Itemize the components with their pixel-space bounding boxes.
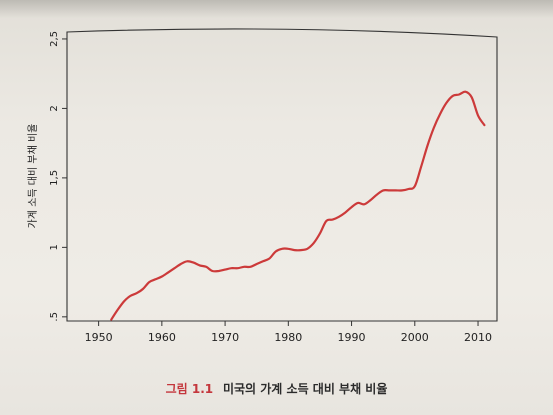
y-axis-label: 가계 소득 대비 부채 비율 [27,124,39,229]
series-line [110,90,486,321]
x-tick-label: 1950 [85,331,113,344]
y-tick-label: 1,5 [49,170,60,186]
x-tick-label: 2010 [464,331,492,344]
x-tick-label: 1970 [211,331,239,344]
y-tick-label: 1 [49,244,60,250]
figure-caption: 그림 1.1 미국의 가계 소득 대비 부채 비율 [0,380,553,397]
y-axis: .5 1 1,5 2 2,5 [49,31,67,322]
plot-frame [66,28,498,322]
x-axis: 1950 1960 1970 1980 1990 2000 2010 [85,321,492,344]
series-layer [110,90,486,321]
x-tick-label: 1960 [148,331,176,344]
figure-title: 미국의 가계 소득 대비 부채 비율 [222,382,388,396]
x-tick-label: 1990 [338,331,366,344]
figure-number: 그림 1.1 [165,382,214,396]
y-tick-label: 2,5 [49,31,60,47]
y-tick-label: 2 [49,105,60,111]
x-tick-label: 1980 [274,331,302,344]
x-tick-label: 2000 [401,331,429,344]
y-tick-label: .5 [49,312,60,322]
